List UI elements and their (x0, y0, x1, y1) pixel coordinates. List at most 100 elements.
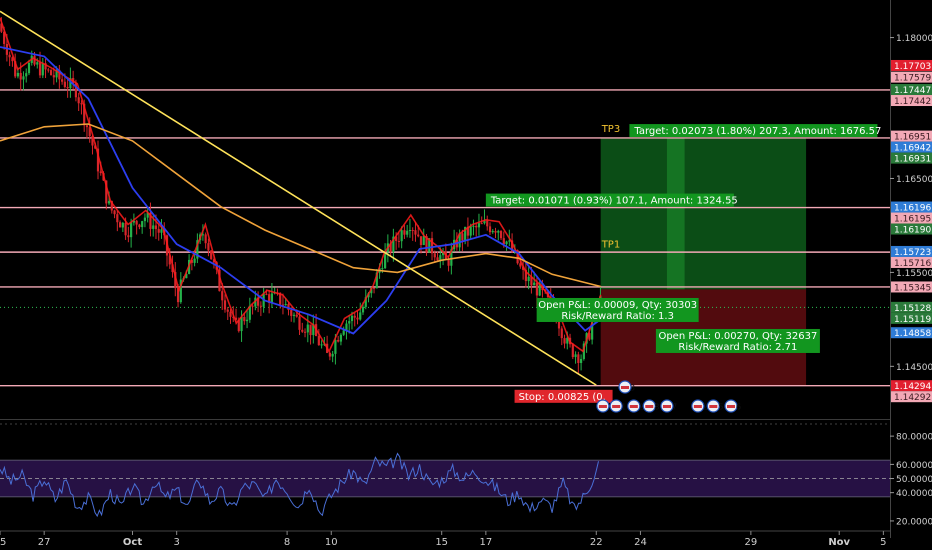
candle-body (226, 309, 229, 312)
time-tick-label: 3 (173, 537, 179, 548)
candle-body (63, 81, 66, 88)
price-badge-label: 1.14858 (894, 329, 931, 339)
moving-average-orange (0, 123, 601, 288)
price-badge (891, 59, 932, 71)
candle-body (524, 269, 527, 282)
candle-body (185, 273, 188, 279)
price-badge-label: 1.14294 (894, 382, 931, 392)
candle-body (348, 321, 351, 324)
candle-body (334, 339, 337, 354)
candle-body (510, 240, 514, 252)
candle-body (306, 324, 309, 333)
candle-body (389, 243, 392, 252)
candle-body (11, 57, 14, 62)
candle-body (99, 171, 102, 174)
profit-zone-tp3[interactable] (600, 138, 807, 290)
candle-body (557, 321, 561, 329)
candle-body (149, 212, 152, 229)
candle-body (411, 229, 414, 231)
candle-body (132, 220, 135, 223)
candle-body (461, 233, 464, 241)
target-label-text: Target: 0.01071 (0.93%) 107.1, Amount: 1… (490, 196, 738, 207)
candle-body (52, 75, 55, 78)
price-badge-label: 1.14292 (894, 393, 931, 403)
event-flag-icon (726, 405, 735, 408)
candle-body (74, 83, 78, 98)
candle-body (356, 317, 359, 320)
candle-body (522, 266, 525, 270)
candle-body (204, 234, 207, 244)
candle-body (527, 276, 530, 282)
price-badge-label: 1.16942 (894, 144, 931, 154)
candle-body (0, 23, 3, 32)
price-axis: 1.18000 1.16500 1.15500 1.14500 1.17703 1.175… (890, 0, 932, 538)
price-badge (891, 223, 932, 235)
candle-body (458, 233, 461, 248)
price-badge (891, 95, 932, 107)
time-tick-label: 15 (435, 537, 448, 548)
price-tick-label: 1.14500 (896, 363, 932, 373)
price-badge-label: 1.15345 (894, 283, 931, 293)
candle-body (201, 234, 205, 236)
candle-body (270, 293, 274, 303)
candle-body (251, 305, 254, 307)
pnl-box-1[interactable] (655, 328, 820, 353)
candle-body (61, 79, 64, 82)
event-flag-icon (662, 405, 671, 408)
candle-body (234, 317, 238, 320)
event-marker-count: 7 (672, 403, 677, 412)
candle-body (265, 293, 268, 295)
candle-body (372, 287, 376, 289)
candle-body (223, 300, 227, 310)
target-label-text: Target: 0.02073 (1.80%) 207.3, Amount: 1… (633, 126, 881, 137)
price-tick-label: 1.16500 (896, 175, 932, 185)
candle-body (157, 229, 160, 233)
candle-body (345, 323, 348, 331)
candle-body (33, 55, 36, 65)
candle-body (414, 230, 417, 235)
candle-body (450, 249, 453, 266)
candle-body (563, 338, 566, 344)
event-flag-icon (645, 405, 654, 408)
time-tick-label: 27 (38, 537, 51, 548)
candle-body (259, 305, 262, 307)
candle-body (475, 225, 478, 228)
candle-body (229, 311, 232, 317)
candle-body (91, 136, 94, 146)
candle-body (138, 224, 141, 228)
candle-body (257, 297, 260, 306)
candle-body (566, 337, 569, 344)
candle-body (160, 229, 163, 233)
candle-body (179, 279, 182, 303)
candle-body (44, 63, 47, 70)
pnl-box-0[interactable] (536, 297, 699, 322)
candle-body (69, 77, 72, 89)
pnl-line1: Open P&L: 0.00270, Qty: 32637 (658, 331, 817, 342)
candle-body (383, 251, 387, 269)
time-tick-label: 8 (284, 537, 290, 548)
price-badge-label: 1.17447 (894, 86, 931, 96)
price-badge (891, 380, 932, 392)
price-badge-label: 1.17703 (894, 62, 931, 72)
event-marker-count: 5 (718, 403, 723, 412)
candle-body (488, 226, 492, 233)
time-tick-label: 29 (745, 537, 758, 548)
time-tick-label: 17 (479, 537, 492, 548)
candle-body (433, 253, 436, 258)
candle-body (538, 283, 541, 296)
candle-body (577, 354, 580, 363)
candle-body (530, 276, 533, 286)
candle-body (301, 329, 304, 332)
candle-body (560, 328, 563, 339)
rsi-tick-label: 50.0000 (896, 475, 932, 485)
candle-body (419, 236, 423, 246)
candle-body (55, 69, 58, 78)
candle-body (428, 238, 431, 253)
rsi-pane (0, 423, 890, 518)
trendline[interactable] (0, 10, 597, 386)
candle-body (168, 255, 171, 265)
candle-body (58, 69, 61, 80)
event-marker-count: 3 (630, 384, 635, 393)
